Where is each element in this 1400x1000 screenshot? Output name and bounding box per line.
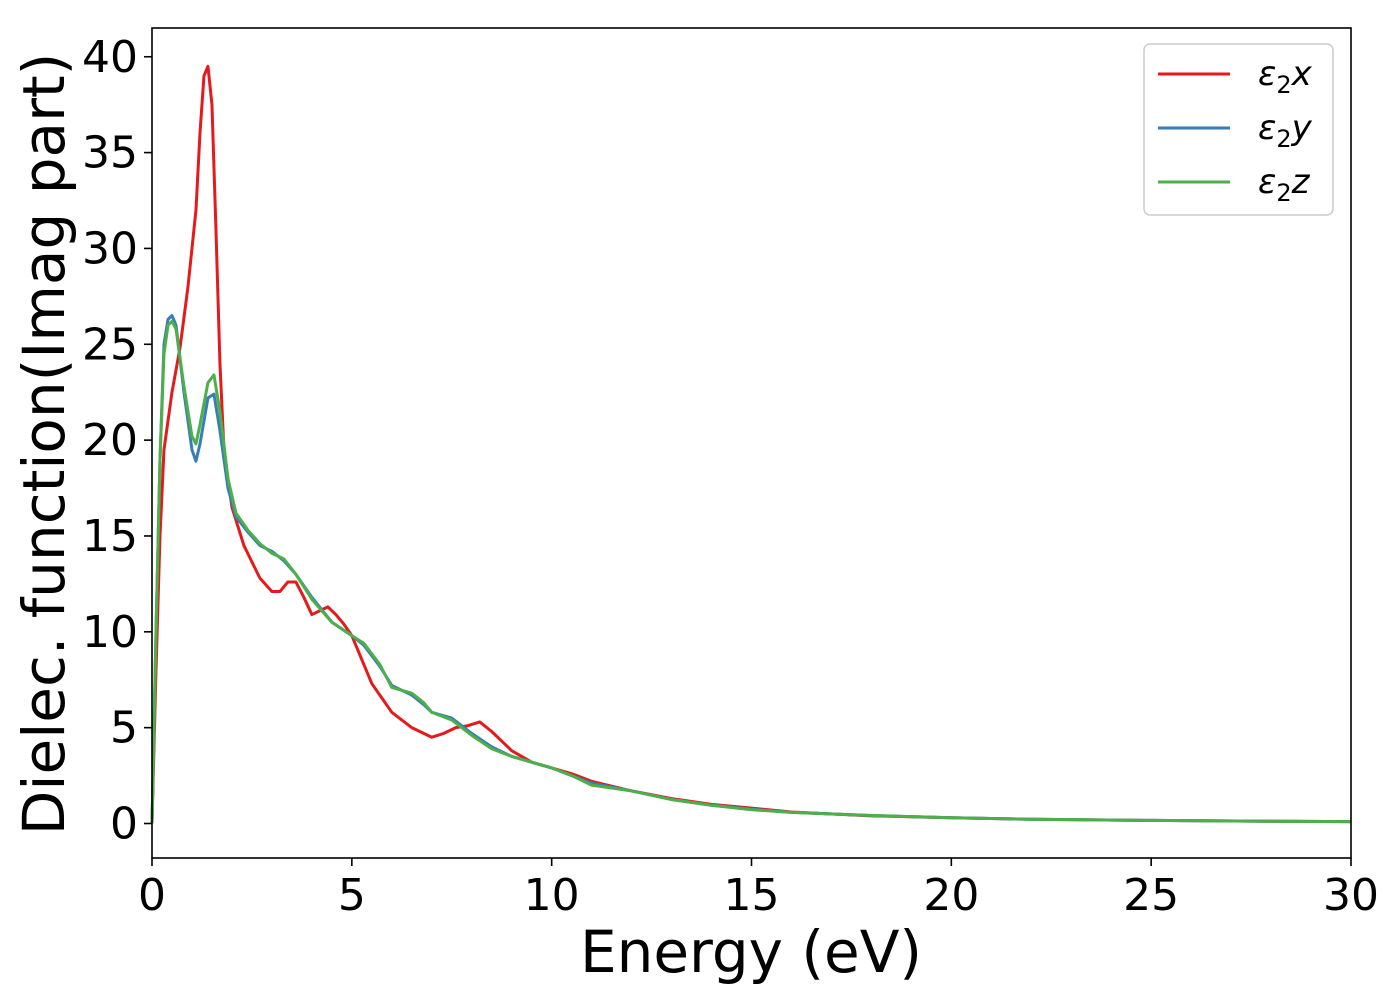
y-tick-label: 0 <box>110 798 138 849</box>
legend-label-y: ε2y <box>1258 108 1313 153</box>
y-axis-title: Dielec. function(Imag part) <box>10 53 78 836</box>
y-tick-label: 25 <box>82 319 138 370</box>
x-axis-ticks: 0 5 10 15 20 25 30 <box>138 858 1379 921</box>
x-axis-title: Energy (eV) <box>580 918 922 986</box>
x-tick-label: 0 <box>138 870 166 921</box>
y-tick-label: 40 <box>82 32 138 83</box>
y-tick-label: 35 <box>82 128 138 179</box>
y-tick-label: 10 <box>82 607 138 658</box>
x-tick-label: 25 <box>1123 870 1179 921</box>
legend-box <box>1143 43 1334 216</box>
x-tick-label: 15 <box>724 870 780 921</box>
legend-label-x: ε2x <box>1258 54 1313 99</box>
legend-label-z: ε2z <box>1258 162 1311 207</box>
y-tick-label: 20 <box>82 415 138 466</box>
series-line-z <box>150 319 1352 824</box>
x-tick-label: 30 <box>1323 870 1379 921</box>
legend: ε2x ε2y ε2z <box>1143 43 1334 216</box>
x-tick-label: 5 <box>338 870 366 921</box>
x-tick-label: 20 <box>923 870 979 921</box>
y-axis-ticks: 0 5 10 15 20 25 30 35 40 <box>82 32 152 849</box>
y-tick-label: 5 <box>110 703 138 754</box>
x-tick-label: 10 <box>524 870 580 921</box>
y-tick-label: 15 <box>82 511 138 562</box>
y-tick-label: 30 <box>82 223 138 274</box>
